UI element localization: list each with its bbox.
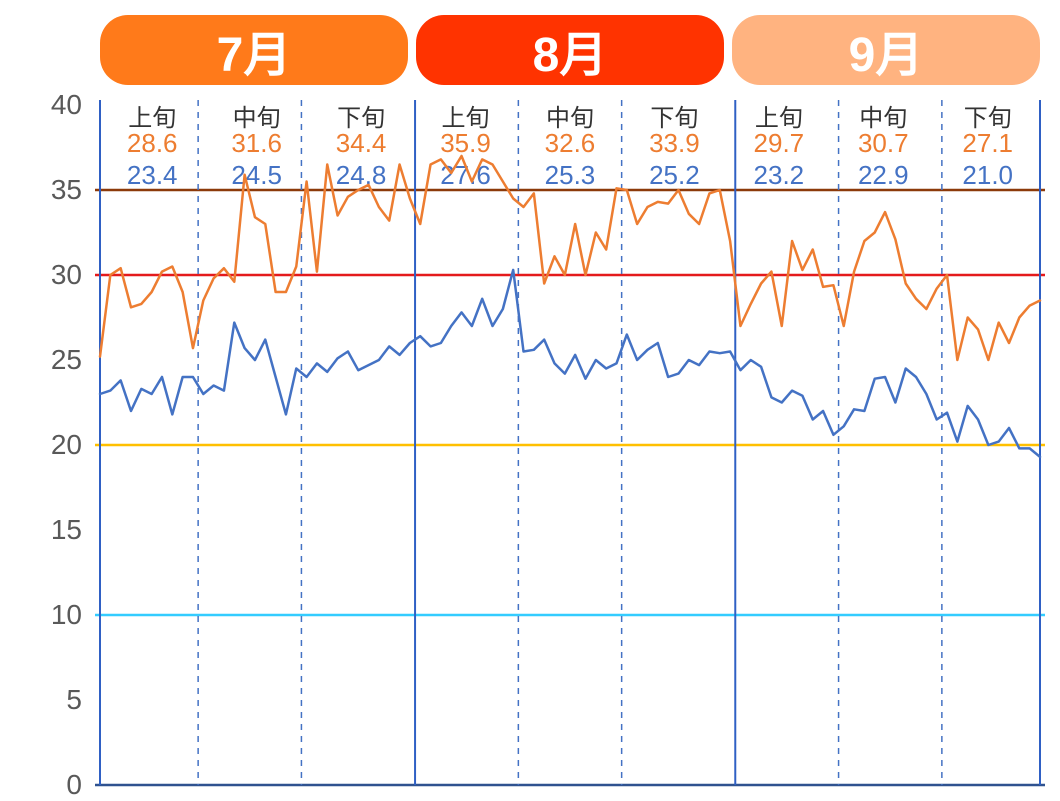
month-pill-september: 9月 — [732, 15, 1040, 85]
temperature-chart — [95, 100, 1045, 790]
y-tick-label: 25 — [51, 344, 82, 376]
y-tick-label: 35 — [51, 174, 82, 206]
month-pill-august: 8月 — [416, 15, 724, 85]
y-tick-label: 0 — [66, 769, 82, 801]
y-tick-label: 30 — [51, 259, 82, 291]
y-tick-label: 40 — [51, 89, 82, 121]
month-pill-row: 7月 8月 9月 — [100, 15, 1040, 85]
y-axis: 0510152025303540 — [10, 100, 90, 790]
y-tick-label: 20 — [51, 429, 82, 461]
y-tick-label: 10 — [51, 599, 82, 631]
y-tick-label: 5 — [66, 684, 82, 716]
y-tick-label: 15 — [51, 514, 82, 546]
month-pill-july: 7月 — [100, 15, 408, 85]
